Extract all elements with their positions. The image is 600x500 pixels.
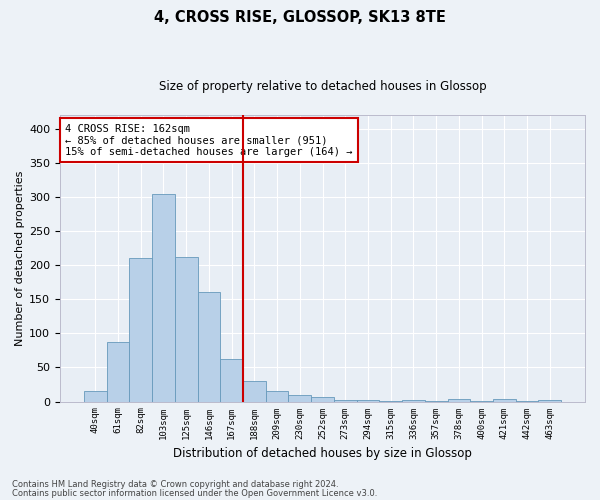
Bar: [243, 381, 266, 402]
Text: 4 CROSS RISE: 162sqm
← 85% of detached houses are smaller (951)
15% of semi-deta: 4 CROSS RISE: 162sqm ← 85% of detached h…: [65, 124, 353, 157]
Bar: [402, 400, 425, 402]
Bar: [311, 398, 334, 402]
X-axis label: Distribution of detached houses by size in Glossop: Distribution of detached houses by size …: [173, 447, 472, 460]
Title: Size of property relative to detached houses in Glossop: Size of property relative to detached ho…: [158, 80, 487, 93]
Text: Contains public sector information licensed under the Open Government Licence v3: Contains public sector information licen…: [12, 488, 377, 498]
Bar: [175, 257, 197, 402]
Bar: [266, 390, 289, 402]
Bar: [356, 400, 379, 402]
Bar: [84, 392, 107, 402]
Bar: [493, 399, 515, 402]
Bar: [425, 401, 448, 402]
Bar: [197, 292, 220, 402]
Bar: [538, 400, 561, 402]
Bar: [334, 400, 356, 402]
Text: 4, CROSS RISE, GLOSSOP, SK13 8TE: 4, CROSS RISE, GLOSSOP, SK13 8TE: [154, 10, 446, 25]
Bar: [448, 399, 470, 402]
Bar: [515, 401, 538, 402]
Bar: [220, 358, 243, 402]
Y-axis label: Number of detached properties: Number of detached properties: [15, 170, 25, 346]
Bar: [107, 342, 130, 402]
Text: Contains HM Land Registry data © Crown copyright and database right 2024.: Contains HM Land Registry data © Crown c…: [12, 480, 338, 489]
Bar: [289, 394, 311, 402]
Bar: [470, 401, 493, 402]
Bar: [130, 258, 152, 402]
Bar: [152, 194, 175, 402]
Bar: [379, 401, 402, 402]
